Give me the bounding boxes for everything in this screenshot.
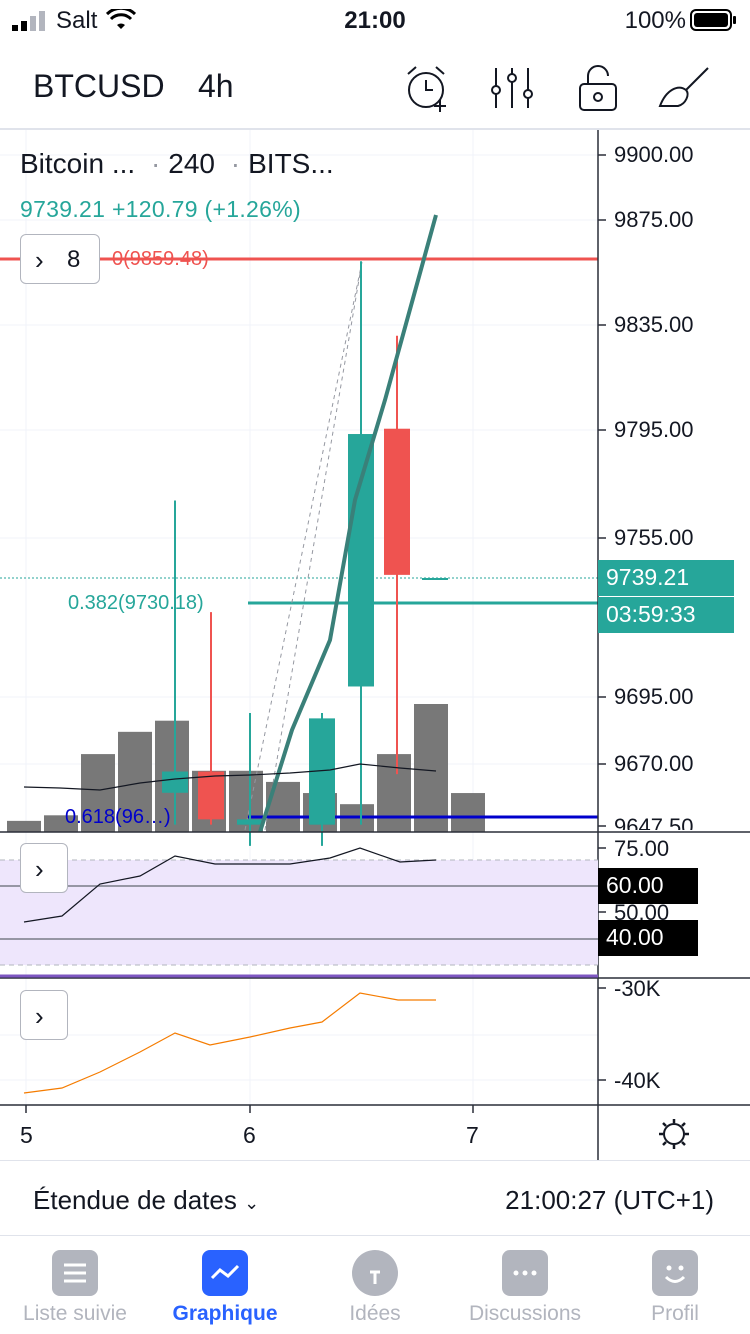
obv-axis-label: -30K xyxy=(614,976,661,1001)
volume-bar xyxy=(451,793,485,832)
indicators-icon[interactable] xyxy=(484,60,540,116)
list-icon xyxy=(52,1250,98,1296)
volume-bar xyxy=(44,815,78,832)
timeframe-button[interactable]: 4h xyxy=(198,68,234,104)
fib-trend-line[interactable] xyxy=(244,261,363,831)
volume-bar xyxy=(7,820,41,832)
candle-body[interactable] xyxy=(237,819,263,825)
status-bar: Salt 21:00 100% xyxy=(0,0,750,40)
price-label: 9875.00 xyxy=(614,207,694,232)
gear-icon[interactable] xyxy=(659,1119,689,1149)
drawing-tools-icon[interactable] xyxy=(656,60,712,116)
moving-average-line xyxy=(23,763,437,791)
price-label: 9647.50 xyxy=(614,814,694,830)
volume-bar xyxy=(414,704,448,832)
unlock-icon[interactable] xyxy=(570,60,626,116)
chart-legend-title[interactable]: Bitcoin ... · 240 · BITS... xyxy=(20,148,334,179)
price-label: 9900.00 xyxy=(614,142,694,167)
legend-exchange: BITS... xyxy=(248,148,334,179)
wifi-icon xyxy=(106,9,136,29)
timezone-clock[interactable]: 21:00:27 (UTC+1) xyxy=(505,1185,714,1215)
battery-icon xyxy=(690,9,736,31)
tab-watchlist[interactable]: Liste suivie xyxy=(0,1238,150,1334)
candle-body[interactable] xyxy=(348,434,374,687)
countdown-tag: 03:59:33 xyxy=(598,597,734,633)
tab-discussions[interactable]: Discussions xyxy=(450,1238,600,1334)
candle-body[interactable] xyxy=(198,771,224,820)
candle-body[interactable] xyxy=(162,771,188,793)
fib-label-0: 0(9859.48) xyxy=(112,248,209,270)
chevron-right-icon: › xyxy=(35,245,44,275)
date-range-bar: Étendue de dates ⌄ 21:00:27 (UTC+1) xyxy=(0,1160,750,1236)
time-label: 5 xyxy=(20,1122,33,1148)
rsi-band xyxy=(0,860,598,965)
chevron-right-icon: › xyxy=(35,854,44,884)
price-label: 9795.00 xyxy=(614,417,694,442)
chart-icon xyxy=(202,1250,248,1296)
indicators-expander-obv[interactable]: › xyxy=(20,990,68,1040)
legend-interval: 240 xyxy=(168,148,215,179)
rsi-40-tag: 40.00 xyxy=(598,920,698,956)
price-label: 9695.00 xyxy=(614,684,694,709)
bottom-tab-bar: Liste suivie Graphique Idées Discussions… xyxy=(0,1238,750,1334)
indicators-expander-rsi[interactable]: › xyxy=(20,843,68,893)
price-label: 9835.00 xyxy=(614,312,694,337)
legend-change-pct: (+1.26%) xyxy=(204,196,301,222)
price-label: 9670.00 xyxy=(614,751,694,776)
last-price-tag: 9739.21 xyxy=(598,560,734,596)
alarm-add-icon[interactable] xyxy=(400,60,456,116)
chat-icon xyxy=(502,1250,548,1296)
bulb-icon xyxy=(352,1250,398,1296)
signal-icon xyxy=(12,11,45,31)
clock: 21:00 xyxy=(344,7,406,34)
rsi-line xyxy=(23,847,437,923)
tab-ideas[interactable]: Idées xyxy=(300,1238,450,1334)
indicators-expander-main[interactable]: › 8 xyxy=(20,234,100,284)
obv-axis-label: -40K xyxy=(614,1068,661,1093)
fib-label-0382: 0.382(9730.18) xyxy=(68,592,204,614)
volume-bar xyxy=(266,781,300,832)
chart-canvas[interactable] xyxy=(0,0,750,1160)
rsi-60-tag: 60.00 xyxy=(598,868,698,904)
carrier-name: Salt xyxy=(56,7,98,34)
price-ticks xyxy=(25,154,606,1113)
chevron-right-icon: › xyxy=(35,1001,44,1031)
indicator-count: 8 xyxy=(67,246,81,273)
tab-profile[interactable]: Profil xyxy=(600,1238,750,1334)
volume-bar xyxy=(81,754,115,832)
candlesticks xyxy=(162,261,410,846)
tab-chart[interactable]: Graphique xyxy=(150,1238,300,1334)
date-range-dropdown[interactable]: Étendue de dates ⌄ xyxy=(33,1185,260,1215)
rsi-axis-label: 75.00 xyxy=(614,836,670,861)
candle-body[interactable] xyxy=(384,428,410,575)
legend-last: 9739.21 xyxy=(20,196,106,222)
battery-percent: 100% xyxy=(624,7,686,34)
trend-line[interactable] xyxy=(258,214,438,833)
symbol-button[interactable]: BTCUSD xyxy=(33,68,165,104)
fib-label-0618: 0.618(96…) xyxy=(65,806,171,828)
chart-toolbar: BTCUSD 4h xyxy=(0,40,750,130)
obv-line xyxy=(23,992,436,1094)
smile-icon xyxy=(652,1250,698,1296)
price-label: 9755.00 xyxy=(614,525,694,550)
chevron-down-icon: ⌄ xyxy=(244,1193,260,1213)
time-label: 6 xyxy=(243,1122,256,1148)
legend-change: +120.79 xyxy=(111,196,198,222)
legend-symbol-name: Bitcoin ... xyxy=(20,148,136,179)
time-label: 7 xyxy=(466,1122,479,1148)
chart-legend-values: 9739.21 +120.79 (+1.26%) xyxy=(20,196,301,223)
